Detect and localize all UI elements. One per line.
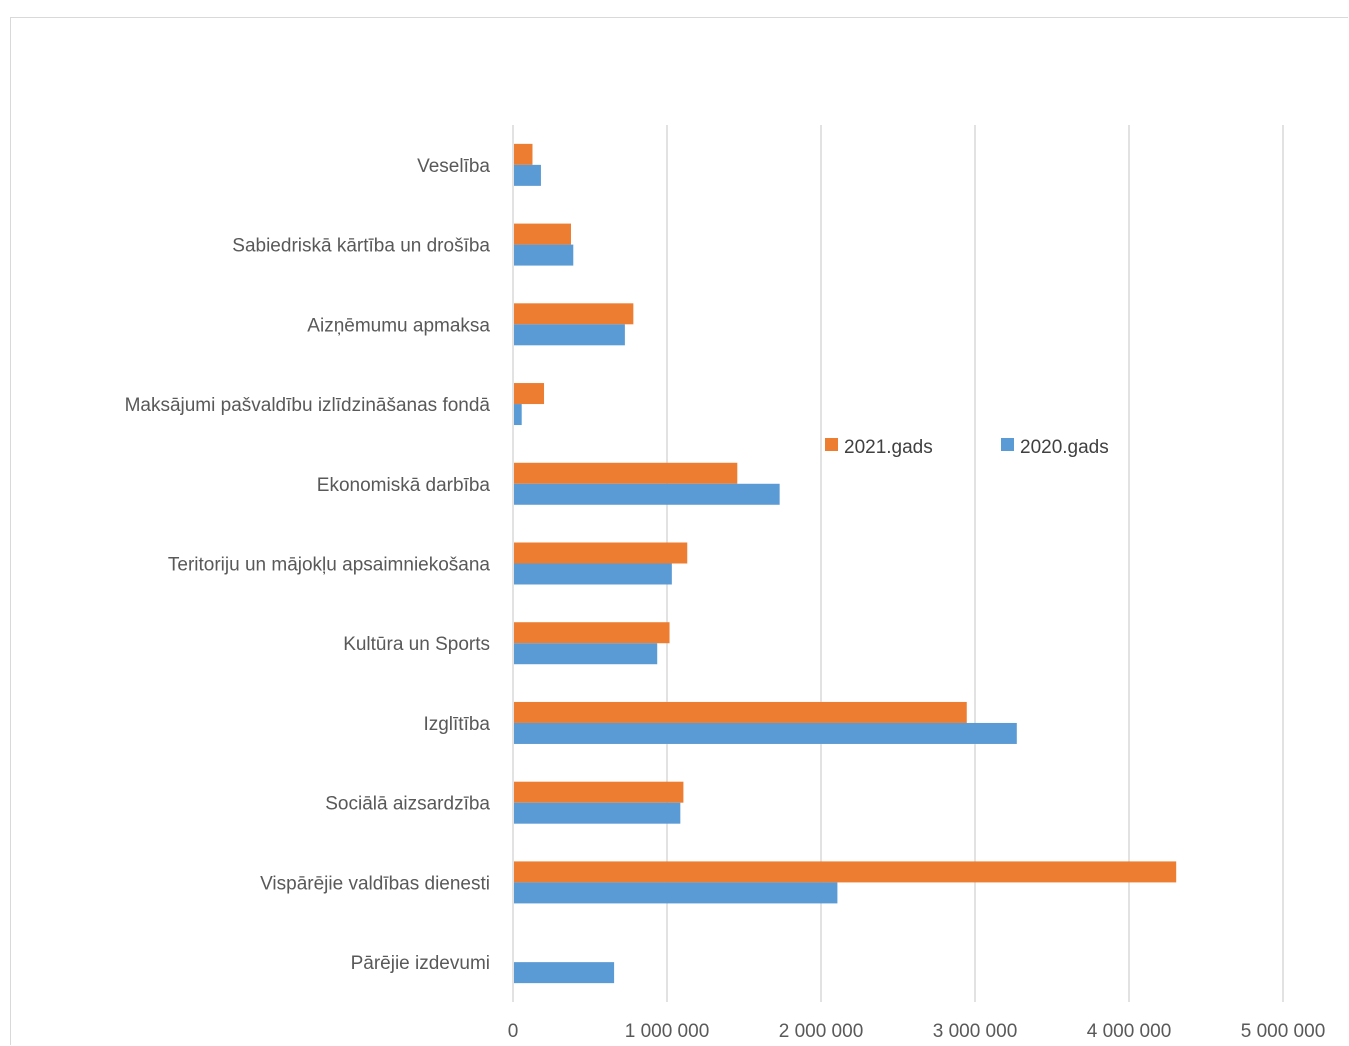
category-label: Kultūra un Sports [343, 634, 490, 655]
category-label: Izglītība [423, 714, 490, 735]
bar-2020-gads [514, 643, 658, 665]
bar-2020-gads [514, 563, 672, 585]
bar-2021-gads [514, 781, 684, 803]
bar-2020-gads [514, 244, 574, 266]
bar-2021-gads [514, 622, 670, 644]
bar-2020-gads [514, 962, 615, 984]
category-label: Vispārējie valdības dienesti [260, 873, 490, 894]
bar-2020-gads [514, 324, 625, 346]
x-tick-label: 1 000 000 [625, 1021, 710, 1042]
bar-2021-gads [514, 223, 571, 245]
bar-2021-gads [514, 462, 738, 484]
bar-2020-gads [514, 722, 1017, 744]
bar-2020-gads [514, 882, 838, 904]
bar-2020-gads [514, 483, 780, 505]
bar-2021-gads [514, 542, 688, 564]
x-tick-label: 3 000 000 [933, 1021, 1018, 1042]
x-tick-label: 4 000 000 [1087, 1021, 1172, 1042]
legend-label: 2020.gads [1020, 437, 1109, 458]
category-label: Sabiedriskā kārtība un drošība [232, 236, 490, 257]
category-label: Ekonomiskā darbība [317, 475, 491, 496]
bar-2021-gads [514, 143, 533, 165]
category-label: Sociālā aizsardzība [325, 794, 490, 815]
category-label: Teritoriju un mājokļu apsaimniekošana [168, 555, 491, 576]
bar-2021-gads [514, 383, 545, 405]
category-label: Pārējie izdevumi [351, 953, 490, 974]
legend-swatch [1001, 438, 1014, 451]
legend-swatch [825, 438, 838, 451]
legend-label: 2021.gads [844, 437, 933, 458]
x-tick-label: 5 000 000 [1241, 1021, 1326, 1042]
x-tick-label: 0 [508, 1021, 519, 1042]
bar-2020-gads [514, 164, 541, 186]
category-label: Veselība [417, 156, 490, 177]
bar-2021-gads [514, 861, 1177, 883]
bar-2020-gads [514, 404, 522, 426]
category-label: Maksājumi pašvaldību izlīdzināšanas fond… [125, 395, 491, 416]
bar-2021-gads [514, 701, 967, 723]
bar-2020-gads [514, 802, 681, 824]
x-tick-label: 2 000 000 [779, 1021, 864, 1042]
bar-2021-gads [514, 303, 634, 325]
category-label: Aizņēmumu apmaksa [307, 315, 490, 336]
